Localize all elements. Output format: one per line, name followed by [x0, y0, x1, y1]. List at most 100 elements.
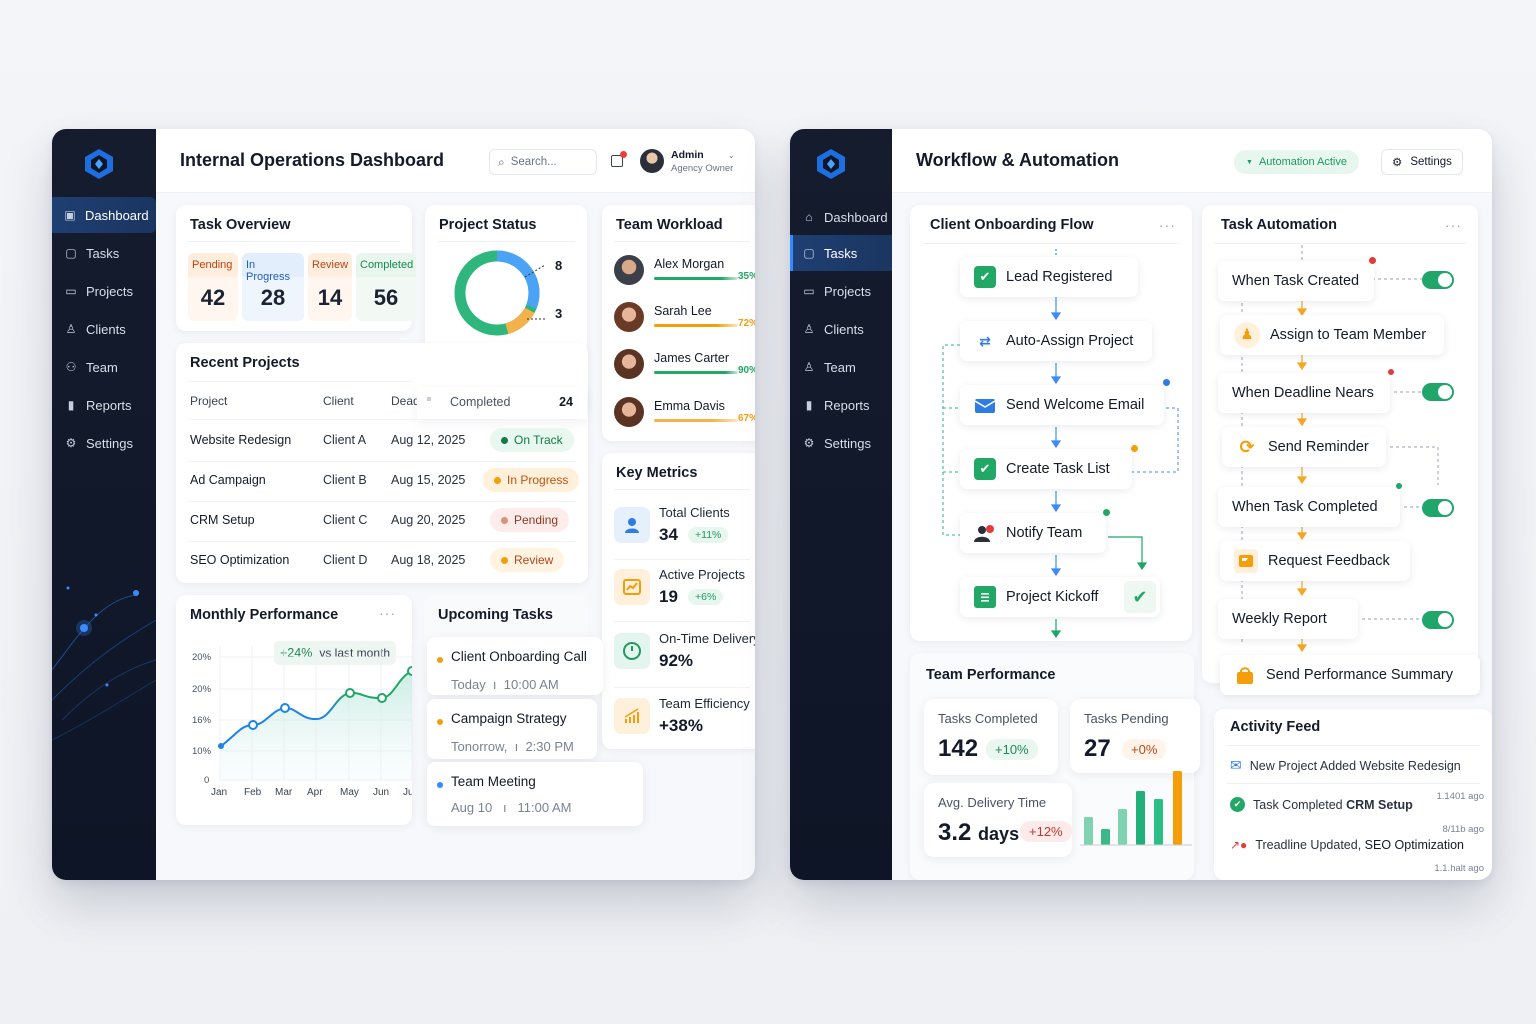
workload-member[interactable]: James Carter 90%	[614, 347, 755, 387]
status-badge: On Track	[490, 428, 574, 452]
logo-icon	[817, 149, 845, 179]
task-overview-card: Task Overview Pending 42 In Progress 28 …	[176, 205, 416, 331]
deadline-icon: ↗●	[1230, 838, 1248, 852]
upcoming-task-item[interactable]: Team Meeting Aug 10 ı 11:00 AM	[427, 762, 643, 826]
folder-icon: ▭	[65, 284, 77, 298]
table-row[interactable]: Ad Campaign Client B Aug 15, 2025 In Pro…	[176, 461, 588, 501]
user-icon: ♙	[803, 360, 815, 374]
stat-avg-delivery[interactable]: Avg. Delivery Time 3.2 days +12%	[924, 783, 1072, 857]
sidebar-item-reports[interactable]: ▮ Reports	[790, 387, 892, 423]
status-badge: Review	[490, 548, 565, 572]
metric-team-efficiency[interactable]: Team Efficiency +38%	[614, 694, 755, 750]
svg-text:20%: 20%	[192, 652, 212, 663]
flow-node-auto-assign[interactable]: ⇄ Auto-Assign Project	[960, 321, 1152, 361]
user-name: Admin	[671, 149, 704, 161]
metric-active-projects[interactable]: Active Projects 19 +6%	[614, 565, 755, 621]
upcoming-task-item[interactable]: Client Onboarding Call Today ı 10:00 AM	[427, 637, 603, 695]
action-assign-team-member[interactable]: ♟ Assign to Team Member	[1220, 315, 1444, 355]
activity-item[interactable]: ✔ Task Completed CRM Setup	[1230, 797, 1492, 812]
flow-node-lead-registered[interactable]: ✔ Lead Registered	[960, 257, 1138, 297]
trigger-when-deadline-nears[interactable]: When Deadline Nears	[1218, 369, 1394, 413]
monthly-performance-chart: 20% 20% 16% 10% 0 Jan Feb Mar Apr May Jun Jul	[192, 645, 412, 798]
gear-icon: ⚙	[1392, 157, 1403, 169]
toggle-when-task-completed[interactable]	[1422, 499, 1454, 517]
network-decoration	[52, 586, 156, 741]
search-icon: ⌕	[498, 154, 505, 169]
toggle-when-deadline-nears[interactable]	[1422, 383, 1454, 401]
stat-completed[interactable]: Completed 56	[356, 253, 416, 321]
stat-in-progress[interactable]: In Progress 28	[242, 253, 304, 321]
more-options-button[interactable]: ···	[1445, 217, 1462, 233]
activity-item[interactable]: ↗● Treadline Updated, SEO Optimization	[1230, 838, 1464, 852]
sidebar-item-tasks[interactable]: ▢ Tasks	[790, 235, 892, 271]
settings-button[interactable]: ⚙ Settings	[1381, 149, 1463, 175]
search-input[interactable]: ⌕ Search...	[489, 149, 597, 175]
table-row[interactable]: SEO Optimization Client D Aug 18, 2025 R…	[176, 541, 588, 581]
notification-icon[interactable]	[611, 151, 627, 167]
more-options-button[interactable]: ···	[379, 605, 396, 621]
svg-text:Feb: Feb	[244, 787, 262, 798]
activity-feed-card: Activity Feed ✉ New Project Added Websit…	[1214, 709, 1492, 880]
stat-review[interactable]: Review 14	[308, 253, 352, 321]
workload-member[interactable]: Alex Morgan 35%	[614, 253, 755, 293]
action-send-performance-summary[interactable]: Send Performance Summary	[1220, 655, 1480, 695]
sidebar-nav: ⌂ Dashboard ▢ Tasks ▭ Projects ♙ Clients ♙ Te…	[790, 199, 892, 461]
flow-node-send-welcome-email[interactable]: Send Welcome Email	[960, 379, 1170, 425]
sidebar-item-settings[interactable]: ⚙ Settings	[65, 435, 133, 451]
gear-icon: ⚙	[65, 436, 77, 450]
activity-item[interactable]: ✉ New Project Added Website Redesign	[1230, 757, 1461, 773]
growth-icon	[614, 698, 650, 734]
client-onboarding-flow-card: Client Onboarding Flow ···	[910, 205, 1192, 641]
status-dot	[1388, 369, 1394, 375]
person-icon: ♟	[1234, 322, 1260, 348]
folder-icon: ▭	[803, 284, 815, 298]
upcoming-task-item[interactable]: Campaign Strategy Tonorrow, ı 2:30 PM	[427, 699, 597, 759]
sidebar-item-dashboard[interactable]: ⌂ Dashboard	[790, 199, 892, 235]
trigger-weekly-report[interactable]: Weekly Report	[1218, 599, 1358, 639]
metric-total-clients[interactable]: Total Clients 34 +11%	[614, 503, 755, 559]
sidebar-item-clients[interactable]: ♙ Clients	[65, 321, 126, 337]
toggle-when-task-created[interactable]	[1422, 271, 1454, 289]
sidebar-item-reports[interactable]: ▮ Reports	[52, 387, 156, 423]
workload-member[interactable]: Sarah Lee 72%	[614, 300, 755, 340]
tasks-icon: ▢	[65, 246, 77, 260]
sidebar-item-settings[interactable]: ⚙ Settings	[803, 435, 871, 451]
action-send-reminder[interactable]: ⟳ Send Reminder	[1222, 427, 1386, 467]
table-row[interactable]: CRM Setup Client C Aug 20, 2025 Pending	[176, 501, 588, 541]
check-circle-icon: ✔	[1230, 797, 1245, 812]
sidebar-item-team[interactable]: ♙ Team	[803, 359, 856, 375]
stat-tasks-pending[interactable]: Tasks Pending 27 +0%	[1070, 699, 1200, 773]
sidebar-item-clients[interactable]: ♙ Clients	[803, 321, 864, 337]
status-badge: Pending	[490, 508, 570, 532]
sidebar-item-projects[interactable]: ▭ Projects	[65, 283, 133, 299]
stat-pending[interactable]: Pending 42	[188, 253, 238, 321]
trigger-when-task-completed[interactable]: When Task Completed	[1218, 483, 1402, 527]
donut-callout-hold: 3	[555, 306, 563, 321]
sidebar-item-tasks[interactable]: ▢ Tasks	[65, 245, 120, 261]
dashboard-icon: ▣	[64, 208, 76, 222]
project-status-donut	[454, 250, 546, 336]
clock-icon	[614, 633, 650, 669]
workload-member[interactable]: Emma Davis 67%	[614, 395, 755, 435]
clipboard-icon	[974, 586, 996, 608]
flow-node-notify-team[interactable]: Notify Team	[960, 509, 1110, 553]
more-options-button[interactable]: ···	[1159, 217, 1176, 233]
chevron-down-icon[interactable]: ⌄	[728, 151, 735, 160]
assign-icon: ⇄	[979, 332, 991, 349]
column-header-project[interactable]: Project	[190, 394, 228, 408]
sidebar-item-team[interactable]: ⚇ Team	[65, 359, 118, 375]
stat-tasks-completed[interactable]: Tasks Completed 142 +10%	[924, 699, 1058, 775]
table-row[interactable]: Website Redesign Client A Aug 12, 2025 O…	[176, 421, 588, 461]
avatar[interactable]	[640, 149, 664, 173]
action-request-feedback[interactable]: Request Feedback	[1220, 541, 1410, 581]
sidebar-item-projects[interactable]: ▭ Projects	[803, 283, 871, 299]
recent-projects-card: Recent Projects Project Client Deadline …	[176, 343, 588, 583]
metric-on-time-delivery[interactable]: On-Time Delivery 92%	[614, 629, 755, 685]
column-header-client[interactable]: Client	[323, 394, 354, 408]
sidebar-item-dashboard[interactable]: ▣ Dashboard	[52, 197, 156, 233]
trigger-when-task-created[interactable]: When Task Created	[1218, 257, 1376, 301]
flow-node-create-task-list[interactable]: ✔ Create Task List	[960, 445, 1138, 489]
toggle-weekly-report[interactable]	[1422, 611, 1454, 629]
chart-icon	[614, 569, 650, 605]
flow-node-project-kickoff[interactable]: Project Kickoff ✔	[960, 577, 1160, 617]
